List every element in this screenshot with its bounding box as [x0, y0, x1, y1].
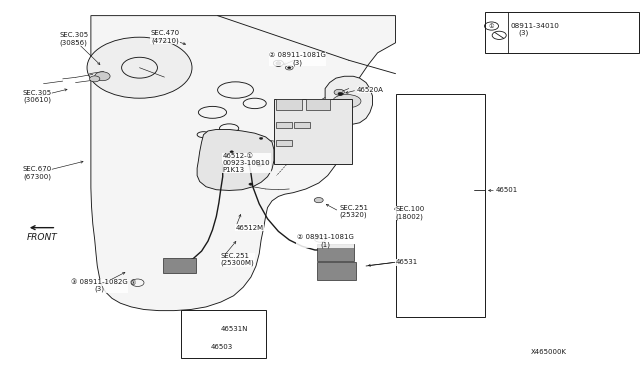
Bar [317, 262, 356, 280]
Bar [396, 94, 485, 317]
Bar [276, 122, 292, 128]
Text: ② 08911-1081G
(3): ② 08911-1081G (3) [269, 52, 326, 65]
Circle shape [230, 151, 234, 153]
Text: X465000K: X465000K [531, 349, 567, 355]
Circle shape [95, 72, 110, 81]
Text: ②: ② [314, 236, 319, 241]
Text: ③ 08911-1082G
(3): ③ 08911-1082G (3) [71, 279, 127, 292]
Bar [317, 244, 354, 261]
Text: 46512-①
00923-10B10
P1K13: 46512-① 00923-10B10 P1K13 [223, 153, 270, 173]
Circle shape [276, 62, 281, 65]
Text: FRONT: FRONT [27, 232, 58, 241]
Circle shape [257, 164, 261, 167]
Text: SEC.670
(67300): SEC.670 (67300) [22, 166, 52, 180]
Text: SEC.305
(30856): SEC.305 (30856) [59, 32, 88, 46]
Text: SEC.305
(30610): SEC.305 (30610) [22, 90, 52, 103]
Circle shape [287, 67, 291, 69]
Polygon shape [91, 16, 396, 311]
Bar [294, 122, 310, 128]
Polygon shape [197, 129, 274, 190]
Circle shape [259, 137, 263, 140]
Circle shape [314, 198, 323, 203]
Text: 46501: 46501 [496, 187, 518, 193]
Ellipse shape [333, 94, 361, 108]
Text: 46512M: 46512M [236, 225, 264, 231]
Text: 46503: 46503 [211, 344, 232, 350]
Text: ①: ① [489, 23, 494, 29]
Circle shape [276, 62, 281, 65]
Text: SEC.100
(18002): SEC.100 (18002) [396, 206, 425, 219]
Bar [274, 99, 352, 164]
Text: SEC.470
(47210): SEC.470 (47210) [150, 31, 180, 44]
Text: ② 08911-1081G
(1): ② 08911-1081G (1) [297, 234, 353, 248]
Bar [276, 140, 292, 146]
Circle shape [90, 76, 100, 82]
Text: 46531N: 46531N [221, 326, 248, 332]
Circle shape [338, 92, 343, 95]
Bar [485, 12, 639, 53]
Text: (3): (3) [518, 29, 529, 36]
Bar [163, 258, 196, 273]
Circle shape [249, 183, 253, 185]
Bar [306, 99, 330, 110]
Bar [276, 99, 302, 110]
Circle shape [334, 89, 344, 95]
Text: ③: ③ [130, 280, 136, 286]
Text: 46531: 46531 [396, 259, 418, 265]
Text: SEC.251
(25300M): SEC.251 (25300M) [221, 253, 255, 266]
Text: 08911-34010: 08911-34010 [511, 23, 559, 29]
Text: 46520A: 46520A [357, 87, 384, 93]
Circle shape [87, 37, 192, 98]
Bar [181, 310, 266, 358]
Text: SEC.251
(25320): SEC.251 (25320) [339, 205, 368, 218]
Polygon shape [325, 76, 372, 125]
